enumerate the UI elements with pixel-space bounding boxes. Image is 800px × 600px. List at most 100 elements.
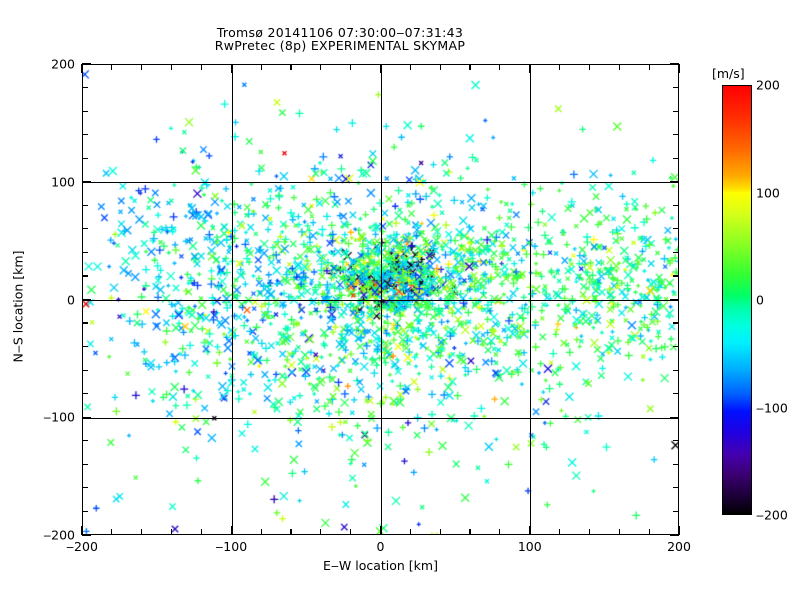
x-tick-top [559, 64, 561, 70]
scatter-canvas [83, 65, 678, 534]
x-tick-top [678, 64, 680, 73]
y-tick-right [673, 228, 679, 230]
y-tick [82, 251, 88, 253]
x-tick-label: ‒200 [66, 539, 98, 554]
y-tick-right [673, 487, 679, 489]
x-tick [379, 526, 382, 535]
x-tick-top [618, 64, 620, 70]
y-tick-right [673, 157, 679, 159]
y-tick-right [670, 298, 679, 301]
x-tick-label: 200 [667, 539, 691, 554]
x-tick-label: 100 [517, 539, 542, 554]
y-tick [82, 346, 88, 348]
x-tick-top [529, 64, 531, 73]
x-tick-top [439, 64, 441, 70]
x-tick-label: ‒100 [215, 539, 248, 554]
gridline-vertical [231, 65, 233, 534]
x-tick [559, 529, 561, 535]
y-tick [82, 393, 88, 395]
x-tick [141, 529, 143, 535]
y-tick [82, 63, 91, 65]
y-tick [82, 134, 88, 136]
x-tick [200, 529, 202, 535]
x-tick-top [81, 64, 83, 73]
y-tick-label: 200 [51, 56, 75, 72]
x-tick-top [469, 64, 471, 70]
x-tick-top [260, 64, 262, 70]
x-tick-top [648, 64, 650, 70]
colorbar-tick-label: ‒200 [756, 507, 788, 523]
y-tick [82, 416, 91, 418]
y-tick-right [673, 204, 679, 206]
y-tick-right [673, 110, 679, 112]
y-tick [82, 440, 88, 442]
x-tick [648, 529, 650, 535]
x-tick [439, 529, 441, 535]
y-tick-label: ‒200 [43, 527, 75, 543]
y-tick-right [673, 393, 679, 395]
x-axis-title: E‒W location [km] [323, 558, 438, 573]
x-tick [230, 526, 232, 535]
y-tick [82, 510, 88, 513]
x-tick [350, 529, 352, 535]
y-tick-right [673, 134, 679, 136]
x-tick [588, 529, 591, 535]
colorbar-gradient [722, 85, 752, 515]
x-tick [320, 529, 322, 535]
figure-title: Tromsø 20141106 07:30:00‒07:31:43 RwPret… [0, 26, 680, 52]
gridline-vertical [530, 65, 532, 534]
y-tick-right [670, 534, 679, 536]
plot-area [83, 65, 678, 534]
x-tick-top [141, 64, 143, 70]
x-tick-top [230, 64, 232, 73]
x-tick [170, 529, 173, 535]
y-tick-right [673, 346, 679, 348]
y-tick-right [673, 440, 679, 442]
x-tick-label: 0 [376, 539, 385, 554]
x-tick-top [499, 64, 501, 70]
y-tick [82, 86, 88, 89]
gridline-vertical [380, 65, 383, 534]
y-tick [82, 181, 91, 183]
y-tick [82, 157, 88, 159]
x-tick-top [350, 64, 352, 70]
y-tick [82, 463, 88, 465]
x-tick [111, 529, 113, 535]
y-tick-right [673, 251, 679, 253]
y-tick [82, 110, 88, 112]
title-line-1: Tromsø 20141106 07:30:00‒07:31:43 [216, 25, 464, 40]
x-tick-top [170, 64, 173, 70]
y-tick-right [670, 416, 679, 418]
x-tick-top [379, 64, 382, 73]
y-tick-right [673, 86, 679, 89]
y-tick [82, 275, 88, 277]
colorbar-unit-label: [m/s] [712, 66, 745, 81]
y-tick [82, 204, 88, 206]
y-tick-right [673, 275, 679, 277]
x-tick-top [588, 64, 591, 70]
y-tick [82, 298, 91, 301]
colorbar-tick-label: ‒100 [756, 400, 788, 415]
x-tick-top [320, 64, 322, 70]
x-tick [529, 526, 531, 535]
y-tick-label: 0 [67, 292, 75, 307]
y-tick [82, 487, 88, 489]
x-tick [290, 529, 292, 535]
y-axis-title: N‒S location [km] [10, 250, 26, 363]
gridline-horizontal [83, 182, 678, 184]
y-tick-label: ‒100 [43, 409, 75, 425]
gridline-horizontal [83, 417, 678, 419]
x-tick [81, 526, 83, 535]
title-line-2: RwPretec (8p) EXPERIMENTAL SKYMAP [214, 38, 466, 53]
colorbar-tick-label: 200 [756, 77, 780, 93]
x-tick [618, 529, 620, 535]
x-tick-top [290, 64, 292, 70]
x-tick-top [200, 64, 202, 70]
y-tick-right [673, 510, 679, 513]
y-tick-right [673, 369, 679, 371]
x-tick [260, 529, 262, 535]
y-tick [82, 228, 88, 230]
y-tick-right [670, 63, 679, 65]
colorbar [722, 85, 752, 515]
